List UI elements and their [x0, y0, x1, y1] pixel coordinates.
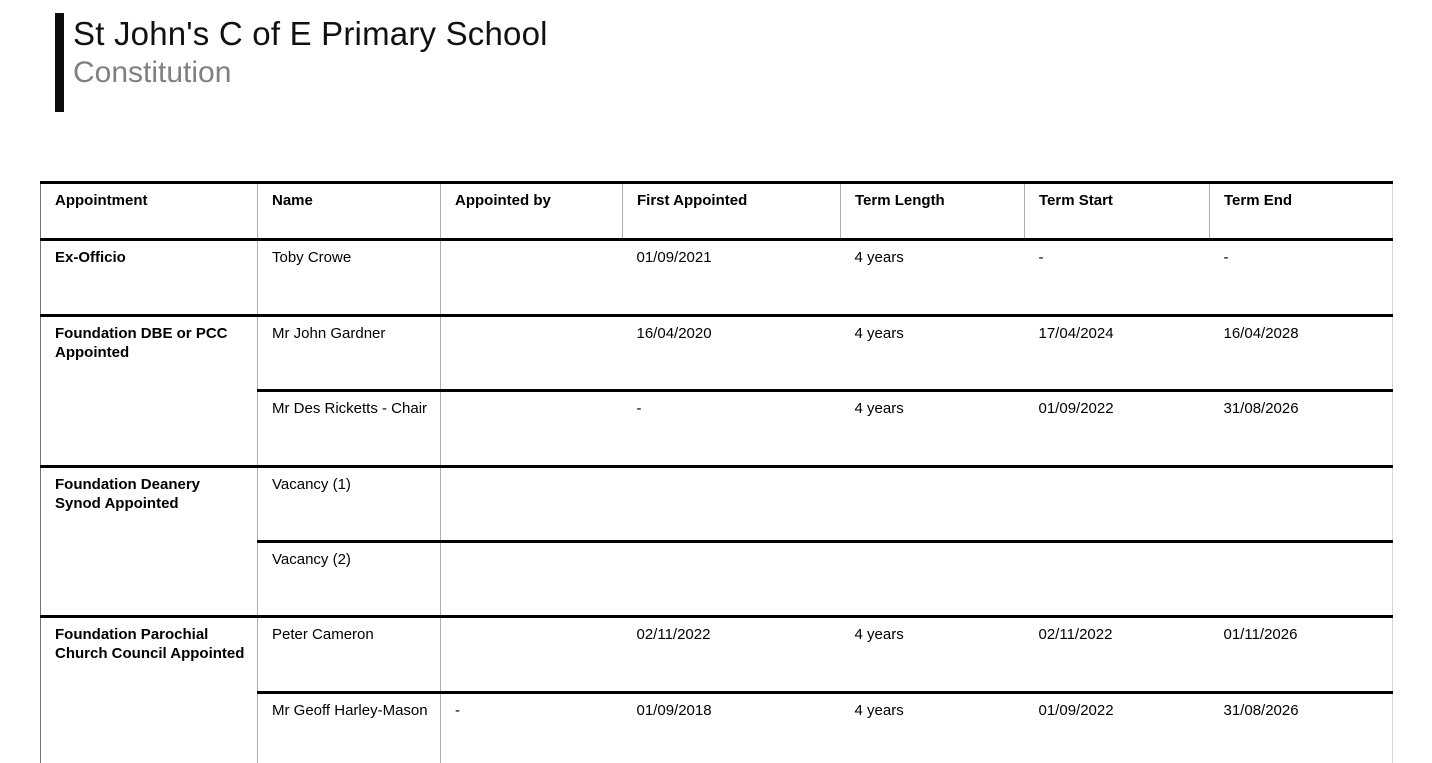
- cell-name: Mr Geoff Harley-Mason: [257, 692, 441, 763]
- cell-term-length: 4 years: [840, 390, 1025, 468]
- table-row: Foundation Parochial Church Council Appo…: [40, 616, 1393, 763]
- table-row: Mr Des Ricketts - Chair - 4 years 01/09/…: [41, 390, 1393, 468]
- table-row: Ex-Officio Toby Crowe 01/09/2021 4 years…: [40, 239, 1393, 317]
- cell-name: Vacancy (2): [257, 541, 441, 618]
- cell-name: Peter Cameron: [257, 616, 441, 694]
- cell-first-appointed: 01/09/2018: [622, 692, 841, 763]
- cell-appointed-by: [440, 616, 623, 694]
- cell-first-appointed: 01/09/2021: [622, 239, 841, 317]
- cell-appointed-by: [440, 315, 623, 392]
- column-header-term-length: Term Length: [840, 182, 1025, 241]
- school-name-title: St John's C of E Primary School: [73, 15, 548, 52]
- cell-term-length: 4 years: [840, 315, 1025, 392]
- cell-term-start: [1024, 541, 1210, 618]
- constitution-table: Appointment Name Appointed by First Appo…: [40, 181, 1393, 763]
- table-row: Vacancy (2): [41, 541, 1393, 618]
- cell-term-length: [840, 466, 1025, 543]
- column-header-term-start: Term Start: [1024, 182, 1210, 241]
- cell-term-length: [840, 541, 1025, 618]
- cell-term-length: 4 years: [840, 239, 1025, 317]
- cell-term-end: [1209, 541, 1393, 618]
- column-header-first-appointed: First Appointed: [622, 182, 841, 241]
- cell-term-length: 4 years: [840, 616, 1025, 694]
- cell-term-end: 16/04/2028: [1209, 315, 1393, 392]
- cell-appointed-by: [440, 390, 623, 468]
- cell-name: Toby Crowe: [257, 239, 441, 317]
- cell-name: Mr John Gardner: [257, 315, 441, 392]
- cell-first-appointed: 16/04/2020: [622, 315, 841, 392]
- table-row: Foundation DBE or PCC Appointed Mr John …: [40, 315, 1393, 468]
- cell-appointment: Foundation Parochial Church Council Appo…: [40, 616, 258, 763]
- cell-term-end: -: [1209, 239, 1393, 317]
- cell-appointed-by: [440, 541, 623, 618]
- cell-term-end: [1209, 466, 1393, 543]
- table-header-row: Appointment Name Appointed by First Appo…: [40, 182, 1393, 241]
- cell-appointed-by: [440, 466, 623, 543]
- cell-appointment: Foundation Deanery Synod Appointed: [40, 466, 258, 618]
- column-header-name: Name: [257, 182, 441, 241]
- cell-term-end: 31/08/2026: [1209, 692, 1393, 763]
- document-subtitle: Constitution: [73, 56, 232, 89]
- document-header: St John's C of E Primary School Constitu…: [55, 13, 1432, 112]
- table-row: Mr Geoff Harley-Mason - 01/09/2018 4 yea…: [41, 692, 1393, 763]
- cell-appointment: Foundation DBE or PCC Appointed: [40, 315, 258, 468]
- cell-first-appointed: [622, 466, 841, 543]
- table-row: Foundation Deanery Synod Appointed Vacan…: [40, 466, 1393, 618]
- cell-term-start: 01/09/2022: [1024, 390, 1210, 468]
- cell-term-length: 4 years: [840, 692, 1025, 763]
- cell-term-start: [1024, 466, 1210, 543]
- cell-name: Mr Des Ricketts - Chair: [257, 390, 441, 468]
- constitution-table-container: Appointment Name Appointed by First Appo…: [40, 181, 1432, 763]
- column-header-appointed-by: Appointed by: [440, 182, 623, 241]
- cell-term-start: -: [1024, 239, 1210, 317]
- cell-first-appointed: -: [622, 390, 841, 468]
- cell-term-end: 01/11/2026: [1209, 616, 1393, 694]
- cell-first-appointed: [622, 541, 841, 618]
- cell-name: Vacancy (1): [257, 466, 441, 543]
- column-header-term-end: Term End: [1209, 182, 1393, 241]
- cell-appointed-by: [440, 239, 623, 317]
- cell-term-end: 31/08/2026: [1209, 390, 1393, 468]
- title-block: St John's C of E Primary School Constitu…: [73, 13, 548, 91]
- cell-term-start: 01/09/2022: [1024, 692, 1210, 763]
- cell-appointed-by: -: [440, 692, 623, 763]
- cell-term-start: 02/11/2022: [1024, 616, 1210, 694]
- cell-first-appointed: 02/11/2022: [622, 616, 841, 694]
- cell-term-start: 17/04/2024: [1024, 315, 1210, 392]
- column-header-appointment: Appointment: [40, 182, 258, 241]
- cell-appointment: Ex-Officio: [40, 239, 258, 317]
- title-accent-bar: [55, 13, 64, 112]
